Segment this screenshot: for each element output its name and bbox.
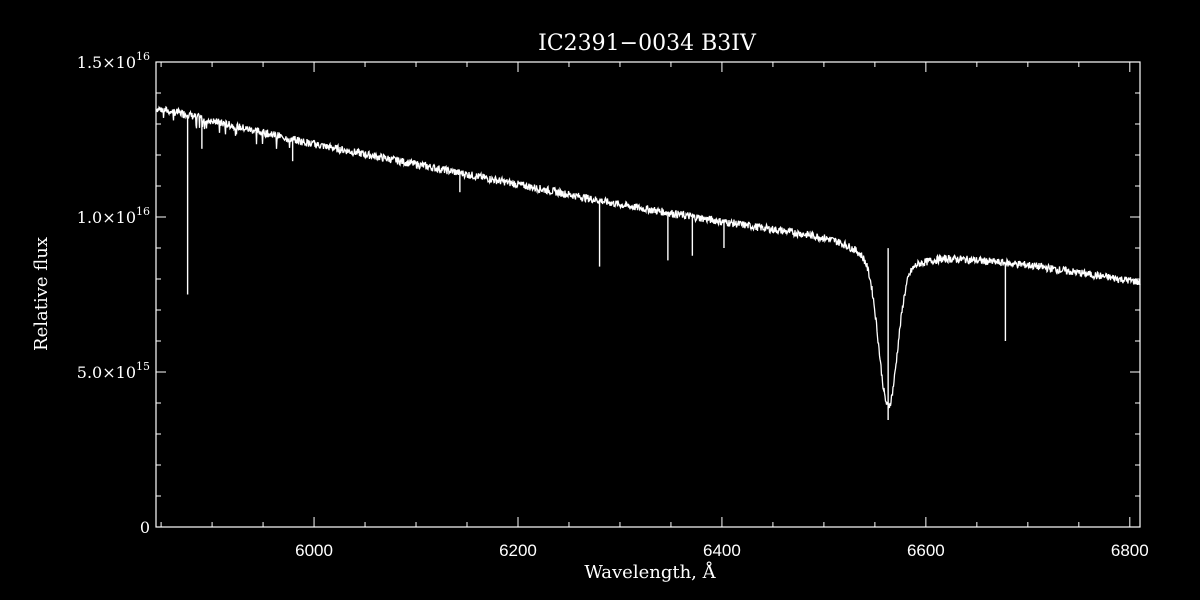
y-axis-ticks — [156, 61, 1140, 528]
y-tick-label: 1.5×1016 — [77, 50, 150, 72]
y-tick-label-exponent: 16 — [136, 50, 150, 63]
absorption-lines — [186, 114, 1007, 421]
x-tick-label: 6200 — [499, 541, 537, 560]
y-tick-label-exponent: 16 — [136, 205, 150, 218]
y-tick-label-mantissa: 0 — [140, 518, 150, 537]
x-axis-ticks — [160, 62, 1131, 527]
x-tick-label: 6400 — [703, 541, 741, 560]
x-tick-label: 6800 — [1111, 541, 1149, 560]
y-tick-label-mantissa: 5.0×10 — [77, 363, 136, 382]
x-axis-tick-labels: 6000 6200 6400 6600 6800 — [295, 541, 1149, 560]
y-tick-label-mantissa: 1.0×10 — [77, 208, 136, 227]
x-tick-label: 6600 — [907, 541, 945, 560]
x-axis-label: Wavelength, Å — [584, 561, 716, 583]
y-tick-label-mantissa: 1.5×10 — [77, 53, 136, 72]
spectrum-series-line — [155, 105, 1141, 409]
chart-title: IC2391−0034 B3IV — [538, 31, 757, 56]
y-tick-label: 5.0×1015 — [77, 360, 150, 382]
y-tick-label-exponent: 15 — [136, 360, 150, 373]
y-axis-label: Relative flux — [31, 237, 52, 351]
y-tick-label: 0 — [140, 518, 150, 537]
y-tick-label: 1.0×1016 — [77, 205, 150, 227]
plot-frame — [155, 61, 1141, 528]
x-tick-label: 6000 — [295, 541, 333, 560]
